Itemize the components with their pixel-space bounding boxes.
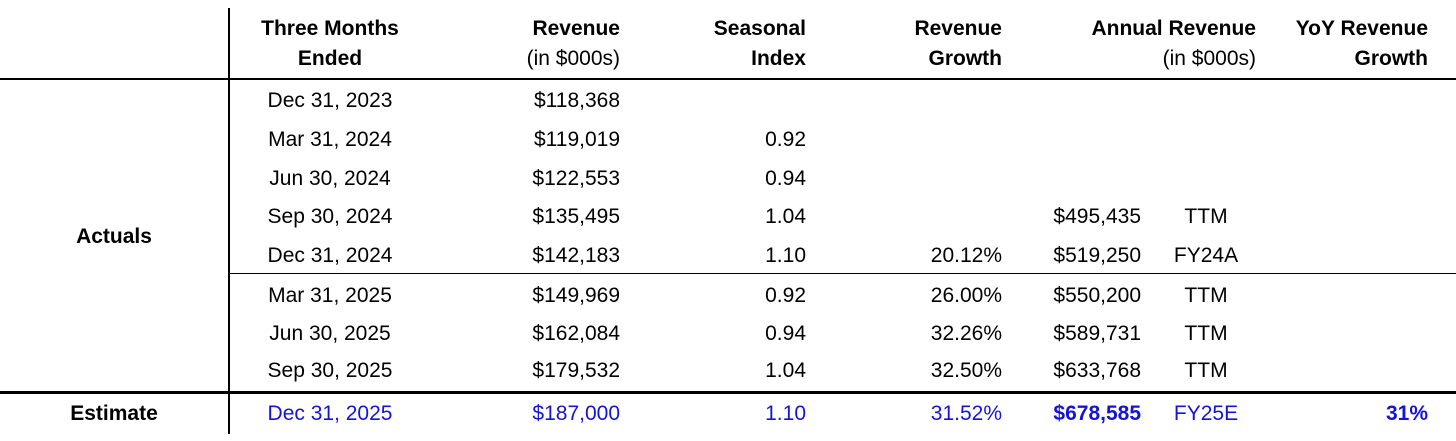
header-rule [0, 78, 1456, 80]
cell-revenue: $162,084 [532, 322, 620, 345]
cell-annual-revenue: $589,731 [1053, 322, 1141, 345]
cell-revenue: $142,183 [532, 244, 620, 267]
header-revenue: Revenue (in $000s) [470, 14, 620, 74]
cell-seasonal-index: 1.04 [765, 359, 806, 382]
cell-annual-basis: TTM [1184, 359, 1228, 382]
cell-seasonal-index: 1.10 [765, 402, 806, 425]
cell-annual-basis: TTM [1184, 284, 1228, 307]
cell-period: Jun 30, 2024 [269, 167, 391, 190]
estimate-rule [0, 391, 1456, 394]
cell-seasonal-index: 0.94 [765, 322, 806, 345]
cell-revenue-growth: 20.12% [930, 244, 1002, 267]
header-yoy-line1: YoY Revenue [1295, 17, 1428, 40]
header-yoy-growth: YoY Revenue Growth [1262, 14, 1428, 74]
cell-seasonal-index: 1.04 [765, 205, 806, 228]
cell-period: Dec 31, 2023 [267, 89, 393, 112]
header-yoy-line2: Growth [1354, 47, 1429, 70]
cell-revenue: $187,000 [532, 402, 620, 425]
cell-annual-revenue: $519,250 [1053, 244, 1141, 267]
header-annual-line1: Annual Revenue [1091, 17, 1256, 40]
cell-period: Dec 31, 2024 [267, 244, 393, 267]
cell-annual-basis: TTM [1184, 205, 1228, 228]
cell-revenue-growth: 31.52% [930, 402, 1002, 425]
header-period-line2: Ended [297, 47, 363, 70]
cell-yoy-growth: 31% [1385, 402, 1428, 425]
group-label-actuals: Actuals [76, 225, 152, 248]
cell-period: Dec 31, 2025 [267, 402, 393, 425]
cell-annual-revenue: $678,585 [1053, 402, 1141, 425]
cell-seasonal-index: 0.92 [765, 284, 806, 307]
cell-revenue: $179,532 [532, 359, 620, 382]
header-annual-line2: (in $000s) [1162, 47, 1256, 70]
header-seasonal-index: Seasonal Index [656, 14, 806, 74]
header-growth-line2: Growth [928, 47, 1003, 70]
header-period-line1: Three Months [261, 17, 399, 40]
cell-seasonal-index: 0.92 [765, 128, 806, 151]
cell-annual-basis: FY25E [1173, 402, 1239, 425]
cell-revenue: $149,969 [532, 284, 620, 307]
cell-revenue-growth: 26.00% [930, 284, 1002, 307]
cell-annual-basis: TTM [1184, 322, 1228, 345]
header-revenue-line1: Revenue [532, 17, 620, 40]
cell-period: Jun 30, 2025 [269, 322, 391, 345]
group-label-estimate: Estimate [70, 402, 158, 425]
header-seasonal-line2: Index [751, 47, 806, 70]
cell-annual-revenue: $495,435 [1053, 205, 1141, 228]
header-annual-revenue: Annual Revenue (in $000s) [1040, 14, 1256, 74]
cell-revenue: $122,553 [532, 167, 620, 190]
cell-revenue: $119,019 [533, 128, 620, 151]
header-period: Three Months Ended [232, 14, 428, 74]
group-divider-vertical [228, 8, 230, 434]
cell-revenue-growth: 32.50% [930, 359, 1002, 382]
header-growth-line1: Revenue [914, 17, 1002, 40]
header-revenue-line2: (in $000s) [526, 47, 620, 70]
cell-seasonal-index: 1.10 [765, 244, 806, 267]
cell-revenue: $118,368 [533, 89, 620, 112]
cell-period: Mar 31, 2025 [268, 284, 392, 307]
cell-period: Mar 31, 2024 [268, 128, 392, 151]
header-revenue-growth: Revenue Growth [850, 14, 1002, 74]
cell-seasonal-index: 0.94 [765, 167, 806, 190]
cell-annual-revenue: $550,200 [1053, 284, 1141, 307]
cell-revenue-growth: 32.26% [930, 322, 1002, 345]
fiscal-year-rule [229, 273, 1456, 274]
cell-period: Sep 30, 2025 [267, 359, 393, 382]
header-seasonal-line1: Seasonal [713, 17, 806, 40]
cell-annual-basis: FY24A [1173, 244, 1239, 267]
cell-revenue: $135,495 [532, 205, 620, 228]
cell-period: Sep 30, 2024 [267, 205, 393, 228]
cell-annual-revenue: $633,768 [1053, 359, 1141, 382]
